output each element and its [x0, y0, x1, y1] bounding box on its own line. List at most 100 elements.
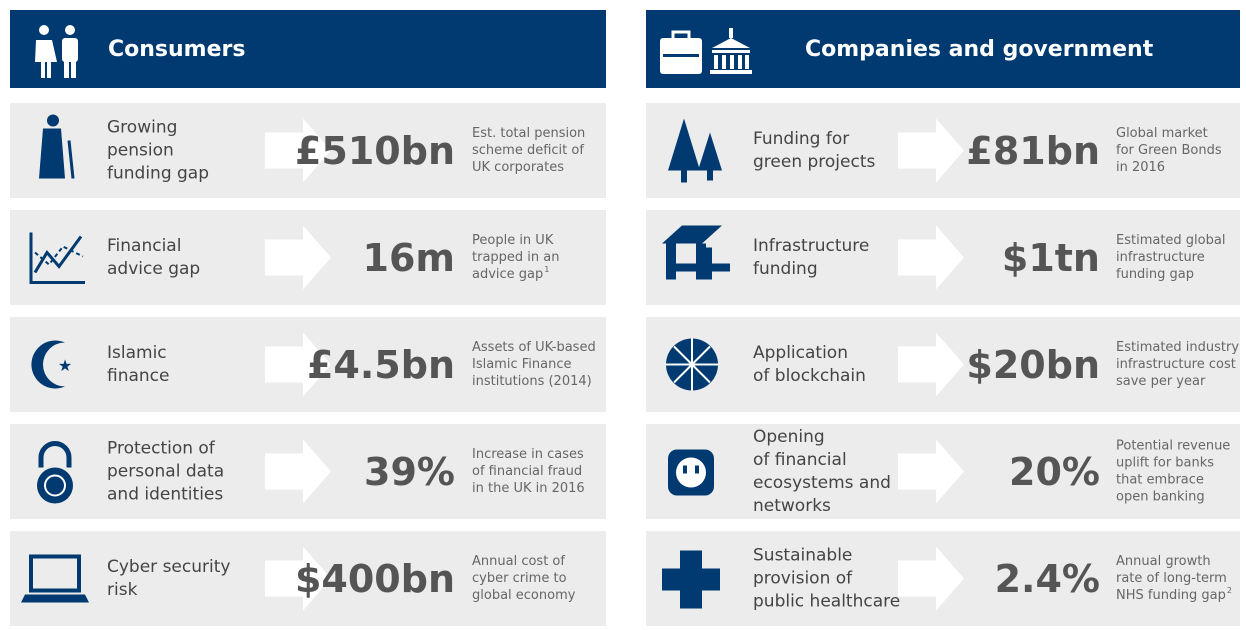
icon — [39, 128, 65, 179]
row-label: Protection of — [107, 439, 216, 459]
footnote-mark: 2 — [1227, 586, 1232, 595]
row-label: Funding for — [753, 129, 849, 149]
row-label: Opening — [753, 427, 825, 447]
row-description: that embrace — [1116, 473, 1204, 488]
row-description: infrastructure — [1116, 250, 1205, 265]
row-label: Cyber security — [107, 557, 230, 577]
row-description: Increase in cases — [472, 447, 584, 462]
row-label: networks — [753, 496, 831, 516]
arrow — [898, 546, 964, 611]
row-label: advice gap — [107, 259, 200, 279]
row-value: $400bn — [295, 557, 455, 601]
row-description: Estimated global — [1116, 233, 1225, 248]
row: Financial advice gap 16m People in UK trappe… — [10, 210, 606, 305]
arrow — [265, 332, 331, 397]
row: Application of blockchain $20bn Estimated i… — [646, 317, 1240, 412]
icon — [662, 225, 730, 280]
row-value: 39% — [364, 450, 455, 494]
row: Opening of financial ecosystems and network… — [646, 424, 1240, 519]
arrow — [265, 225, 331, 290]
row-label: provision of — [753, 569, 853, 589]
row-label: Financial — [107, 236, 181, 256]
arrow — [265, 546, 331, 611]
row-label: funding — [753, 259, 818, 279]
row-label: Application — [753, 343, 848, 363]
icon — [695, 465, 699, 474]
row-description: Global market — [1116, 126, 1208, 141]
header-bar — [10, 10, 606, 88]
row-description: NHS funding gap — [1116, 588, 1226, 603]
row-description: uplift for banks — [1116, 456, 1214, 471]
icon — [683, 465, 687, 474]
icon — [662, 550, 720, 609]
row-description: Est. total pension — [472, 126, 585, 141]
header-bar — [646, 10, 1240, 88]
row-value: £81bn — [966, 129, 1100, 173]
icon — [67, 140, 75, 179]
arrow — [898, 439, 964, 504]
row-label: ecosystems and — [753, 473, 891, 493]
arrow — [898, 118, 964, 183]
row-value: $20bn — [966, 343, 1100, 387]
row-label: funding gap — [107, 164, 209, 184]
row-description: People in UK — [472, 233, 554, 248]
row-label: personal data — [107, 462, 224, 482]
arrow — [898, 225, 964, 290]
row-label: Sustainable — [753, 546, 852, 566]
row: Infrastructure funding $1tn Estimated globa… — [646, 210, 1240, 305]
row-label: pension — [107, 141, 174, 161]
row-description: open banking — [1116, 490, 1205, 505]
row-description: in 2016 — [1116, 160, 1165, 175]
row-description: in the UK in 2016 — [472, 481, 585, 496]
icon: ★ — [58, 356, 72, 375]
icon — [676, 457, 706, 488]
arrow — [898, 332, 964, 397]
row-value: £4.5bn — [307, 343, 455, 387]
row-description: Assets of UK-based — [472, 340, 596, 355]
arrow — [265, 439, 331, 504]
arrow — [265, 118, 331, 183]
row-description: UK corporates — [472, 160, 564, 175]
icon — [29, 232, 85, 284]
row-description: Annual growth — [1116, 554, 1211, 569]
icon — [44, 474, 66, 497]
icon — [38, 441, 72, 468]
row-description: advice gap — [472, 267, 543, 282]
row-description: Islamic Finance — [472, 357, 571, 372]
people-icon — [35, 25, 78, 78]
row-label: Infrastructure — [753, 236, 869, 256]
row: Sustainable provision of public healthcare… — [646, 531, 1240, 626]
row-description: global economy — [472, 588, 576, 603]
row-value: 2.4% — [995, 557, 1100, 601]
row-value: 16m — [363, 236, 455, 280]
row-description: of financial fraud — [472, 464, 582, 479]
row: Protection of personal data and identities… — [10, 424, 606, 519]
icon — [47, 114, 59, 127]
row-label: of financial — [753, 450, 847, 470]
row-description: infrastructure cost — [1116, 357, 1236, 372]
row-value: 20% — [1009, 450, 1100, 494]
icon — [29, 554, 81, 593]
row-description: Potential revenue — [1116, 439, 1230, 454]
row-description: rate of long-term — [1116, 571, 1227, 586]
row-description: for Green Bonds — [1116, 143, 1222, 158]
row-description: funding gap — [1116, 267, 1194, 282]
row-description: institutions (2014) — [472, 374, 592, 389]
row-label: Growing — [107, 118, 177, 138]
row-description: Estimated industry — [1116, 340, 1239, 355]
footnote-mark: 1 — [544, 265, 549, 274]
row: ★ Islamic finance £4.5bn Assets of UK-based I… — [10, 317, 606, 412]
row-description: scheme deficit of — [472, 143, 584, 158]
row-value: £510bn — [295, 129, 455, 173]
panel-title: Companies and government — [805, 37, 1154, 62]
row-label: risk — [107, 580, 138, 600]
icon — [668, 118, 700, 183]
row-description: cyber crime to — [472, 571, 567, 586]
icon — [31, 340, 65, 389]
row: Growing pension funding gap £510bn Est. tota… — [10, 103, 606, 198]
row-label: Islamic — [107, 343, 167, 363]
row: Cyber security risk $400bn Annual cost of cy… — [10, 531, 606, 626]
icon — [698, 132, 722, 181]
icon — [666, 338, 718, 391]
